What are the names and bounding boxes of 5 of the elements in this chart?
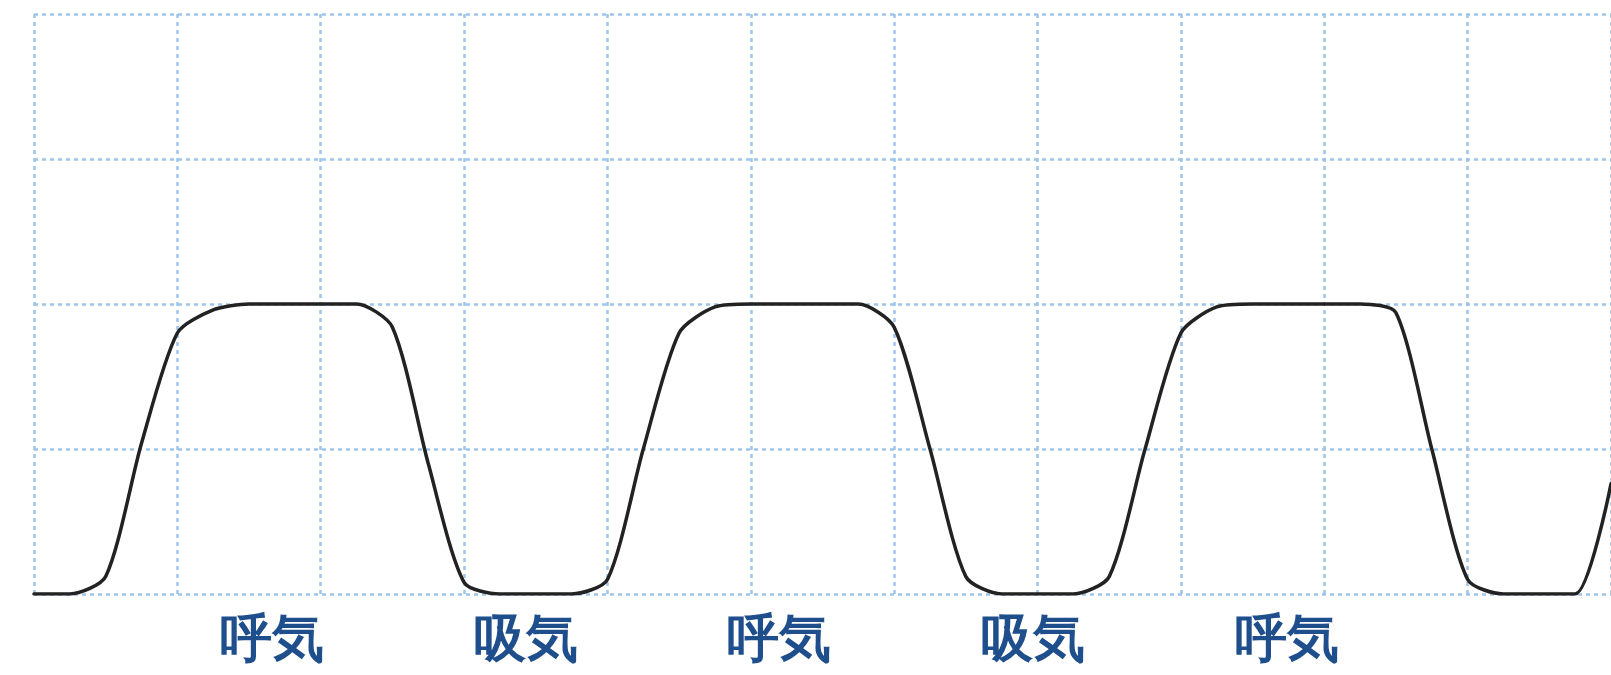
text: 呼気 <box>219 609 324 667</box>
text: 吸気 <box>981 609 1086 667</box>
text: 呼気 <box>727 609 832 667</box>
text: 吸気 <box>473 609 578 667</box>
text: 呼気 <box>1235 609 1339 667</box>
